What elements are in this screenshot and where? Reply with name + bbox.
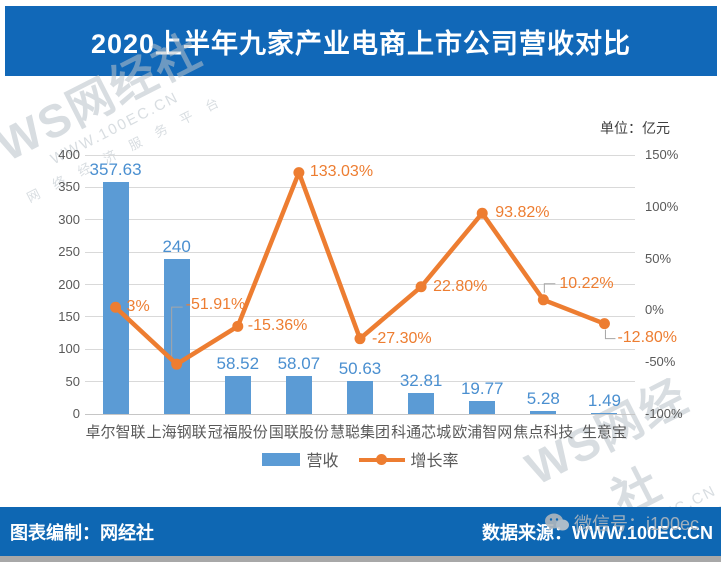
left-axis-tick: 300 [58,211,80,227]
revenue-bar [102,182,129,414]
bar-value-label: 5.28 [526,388,560,408]
footer-bottom-strip [0,556,721,562]
footer-source: 数据来源：WWW.100EC.CN [481,523,713,543]
right-axis-tick: 100% [645,198,679,214]
category-label: 冠福股份 [207,424,268,441]
gridline [85,155,635,156]
chart-legend: 营收 增长率 [0,447,721,471]
left-axis-tick: 350 [58,179,80,195]
growth-rate-label: 3% [126,298,150,316]
bar-value-label: 32.81 [399,370,443,390]
legend-line-swatch [358,453,405,466]
page-title: 2020上半年九家产业电商上市公司营收对比 [90,28,632,59]
growth-rate-label: 93.82% [495,204,550,222]
revenue-bar [408,392,435,414]
left-axis-tick: 200 [58,276,80,292]
right-axis-tick: -100% [645,406,683,421]
growth-rate-label: -12.80% [617,328,678,346]
category-label: 国联股份 [268,424,329,441]
left-axis-tick: 250 [58,244,80,260]
category-label: 卓尔智联 [85,424,146,441]
revenue-bar [224,376,251,414]
legend-bar-swatch [262,452,301,466]
revenue-bar [530,410,557,414]
revenue-bar [163,258,190,414]
growth-rate-label: -27.30% [372,329,432,347]
right-axis-tick: 0% [645,302,664,318]
legend-label-growth: 增长率 [410,453,459,470]
growth-rate-label: 133.03% [309,162,374,180]
growth-rate-label: -15.36% [247,317,308,335]
growth-rate-label: 10.22% [559,274,614,292]
bar-value-label: 240 [162,236,191,256]
left-axis-tick: 0 [72,406,80,421]
revenue-bar [285,376,312,414]
gridline [85,414,635,415]
growth-rate-label: -51.91% [185,296,246,314]
category-label: 生意宝 [581,424,627,441]
category-label: 科通芯城 [391,424,452,441]
gridline [85,187,635,188]
left-axis-tick: 150 [58,308,80,324]
left-axis-tick: 400 [58,147,80,162]
revenue-bar [591,413,618,415]
category-label: 焦点科技 [513,424,574,441]
right-axis-tick: 50% [645,250,672,266]
header-bar: 2020上半年九家产业电商上市公司营收对比 [5,6,717,76]
category-label: 慧聪集团 [329,424,390,441]
unit-label: 单位：亿元 [600,120,670,136]
wechat-id-text: 微信号：i100ec [573,514,699,534]
wechat-overlay: 微信号：i100ec [544,510,699,536]
growth-rate-label: 22.80% [433,277,488,295]
right-axis-tick: 150% [645,147,679,162]
right-axis-tick: -50% [645,354,676,370]
revenue-bar [469,401,496,414]
legend-label-revenue: 营收 [306,453,339,470]
bar-value-label: 1.49 [587,391,621,411]
left-axis-tick: 50 [65,373,80,389]
footer-credit: 图表编制：网经社 [10,523,154,543]
category-label: 欧浦智网 [452,424,513,441]
revenue-bar [347,381,373,414]
category-label: 上海钢联 [146,424,207,441]
bar-value-label: 19.77 [460,379,504,399]
footer-bar [0,507,721,556]
bar-value-label: 357.63 [89,160,142,180]
left-axis-tick: 100 [58,341,80,357]
wechat-icon [544,513,569,531]
gridline [85,219,635,220]
